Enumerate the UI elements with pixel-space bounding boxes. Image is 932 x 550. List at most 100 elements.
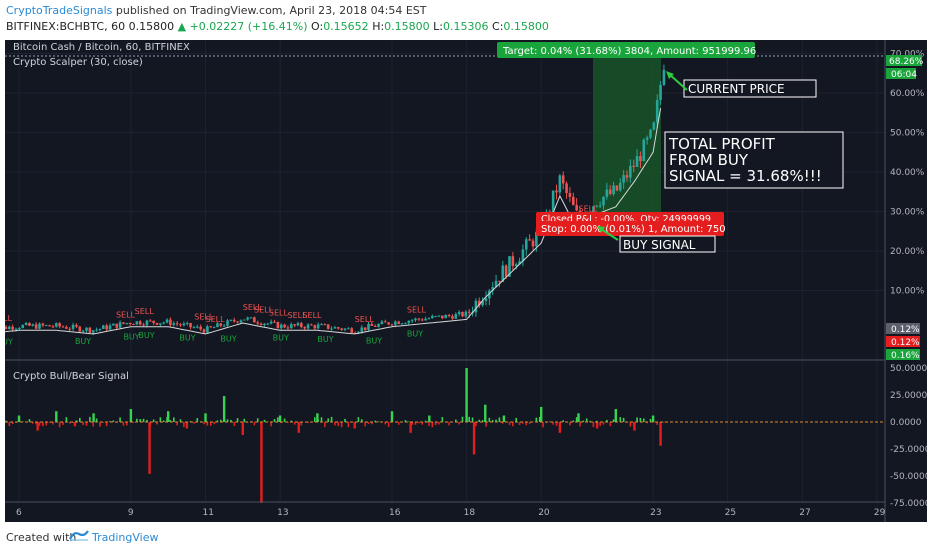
signal-bar-minor (253, 422, 256, 426)
author-link[interactable]: CryptoTradeSignals (6, 4, 113, 17)
candle-body (343, 328, 347, 330)
signal-bar-minor (203, 422, 205, 425)
candle-body (132, 323, 135, 325)
signal-bar-minor (585, 418, 588, 422)
signal-bar-minor (193, 422, 195, 424)
sell-label: SELL (194, 313, 214, 322)
signal-bar-minor (488, 417, 491, 422)
candle-body (101, 325, 105, 329)
total-profit-line3: SIGNAL = 31.68%!!! (669, 167, 822, 185)
candle-body (605, 189, 609, 197)
signal-bar-minor (290, 420, 293, 422)
signal-bar-minor (206, 422, 209, 426)
candle-body (306, 324, 310, 329)
candle-body (209, 326, 213, 328)
signal-bar (595, 422, 599, 429)
candle-body (38, 323, 41, 329)
candle-body (592, 206, 595, 213)
tradingview-link[interactable]: TradingView (92, 531, 159, 544)
close-label: C: (492, 20, 504, 33)
signal-bar-minor (347, 422, 350, 428)
signal-bar (614, 409, 617, 422)
candle-body (162, 322, 166, 324)
candle-body (474, 300, 478, 313)
candle-body (71, 324, 75, 329)
candle-body (155, 322, 159, 325)
candle-body (330, 328, 333, 330)
buy-label: BUY (179, 333, 195, 342)
candle-body (488, 290, 491, 299)
signal-tick-label: 25.0000 (890, 391, 927, 401)
signal-bar-minor (92, 422, 95, 427)
candle-body (263, 323, 266, 325)
red-tag (886, 336, 920, 347)
chart-background (5, 40, 927, 522)
signal-bar-minor (32, 422, 34, 424)
signal-bar-minor (283, 418, 286, 422)
signal-bar-minor (418, 422, 420, 424)
signal-bar-minor (230, 419, 232, 422)
signal-bar-minor (307, 422, 309, 423)
candle-body (152, 320, 155, 323)
signal-bar-minor (498, 417, 501, 422)
signal-bar (484, 404, 487, 422)
candle-body (333, 327, 337, 329)
time-tick-label: 16 (389, 508, 401, 518)
price-tick-label: 70.00% (890, 50, 925, 60)
signal-bar (297, 422, 300, 433)
profit-zone (593, 56, 661, 222)
signal-bar-minor (52, 422, 54, 425)
tradingview-chart[interactable]: SELLSELLSELLSELLSELLSELLSELLSELLSELLSELL… (5, 40, 927, 522)
candle-body (293, 324, 296, 326)
signal-bar-minor (397, 422, 400, 425)
ohlc-line: BITFINEX:BCHBTC, 60 0.15800 ▲ +0.02227 (… (6, 20, 549, 33)
buy-label: BUY (317, 335, 333, 344)
last-price: 0.15800 (128, 20, 175, 33)
signal-bar (409, 422, 412, 433)
candle-body (61, 326, 65, 328)
buy-signal-box (619, 235, 716, 253)
signal-bar-minor (562, 420, 565, 422)
candle-body (253, 317, 256, 323)
candle-body (558, 175, 562, 193)
candle-body (75, 324, 78, 327)
candle-body (276, 322, 280, 329)
signal-bar-minor (424, 420, 427, 422)
candle-body (561, 175, 565, 184)
candle-body (437, 315, 441, 317)
signal-bar-minor (512, 422, 514, 427)
candle-body (491, 287, 495, 291)
grey-tag (886, 323, 920, 334)
signal-bar (92, 413, 95, 422)
candle-body (283, 324, 286, 328)
current-price-text: CURRENT PRICE (688, 82, 785, 96)
signal-bar-minor (454, 419, 457, 422)
signal-bar (558, 422, 562, 433)
signal-bar-minor (152, 419, 155, 422)
candle-body (417, 318, 421, 320)
green-tag (886, 349, 920, 360)
signal-bar-minor (58, 422, 61, 428)
time-tick-label: 29 (874, 508, 886, 518)
candle-body (259, 323, 263, 325)
signal-bar-minor (11, 422, 14, 425)
candle-body (242, 319, 246, 321)
signal-bar-minor (324, 422, 326, 428)
candle-body (420, 319, 424, 321)
candle-body (189, 323, 192, 328)
signal-bar-minor (327, 418, 330, 422)
signal-bar-minor (132, 422, 135, 423)
candle-body (383, 321, 387, 323)
candle-body (172, 323, 176, 325)
candle-body (266, 323, 270, 325)
candle-body (320, 324, 323, 326)
candle-body (377, 324, 380, 327)
candle-body (659, 84, 662, 101)
signal-bar-minor (448, 422, 450, 426)
pair-title: Bitcoin Cash / Bitcoin, 60, BITFINEX (13, 42, 190, 53)
red-tag-text: 0.12% (891, 338, 920, 348)
candle-body (373, 325, 377, 327)
signal-tick-label: -75.0000 (890, 499, 927, 509)
candle-body (98, 328, 102, 330)
buy-label: BUY (5, 337, 13, 346)
